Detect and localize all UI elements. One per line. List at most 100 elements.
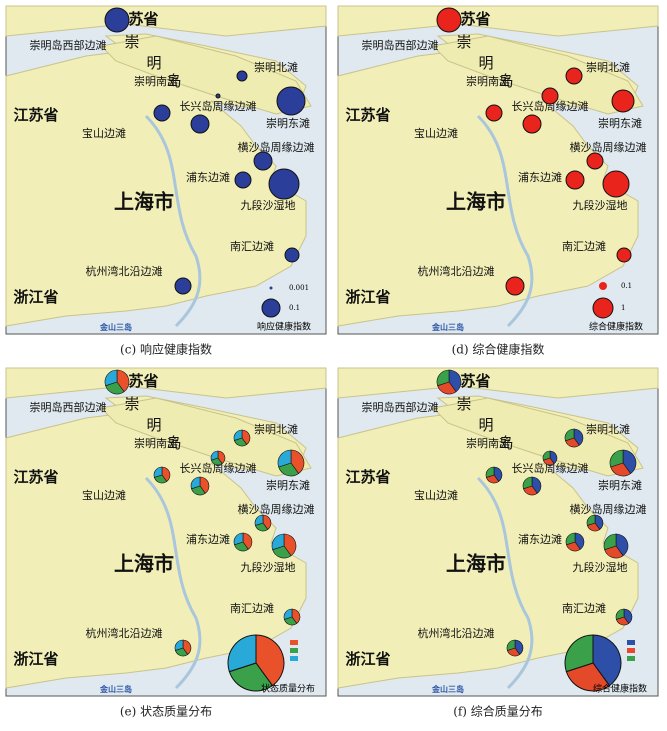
marker: [284, 247, 300, 263]
place-label: 九段沙湿地: [573, 198, 628, 212]
place-label: 崇明北滩: [586, 60, 630, 74]
place-label: 江苏省: [13, 468, 58, 486]
pie-slice: [278, 462, 300, 477]
marker: [586, 152, 604, 170]
legend-swatch: [290, 656, 298, 661]
legend-swatch: [290, 640, 298, 645]
land-north: [337, 5, 659, 37]
place-label: 浙江省: [13, 650, 58, 668]
place-label: 浙江省: [345, 288, 390, 306]
land: [5, 33, 307, 327]
place-label: 上海市: [114, 190, 174, 214]
place-label: 崇明南滩: [134, 74, 178, 88]
pie-slice: [542, 450, 551, 461]
place-label: 岛: [498, 72, 513, 90]
pie-slice: [564, 428, 575, 442]
legend-item: 1: [621, 304, 625, 312]
legend-swatch: [290, 648, 298, 653]
place-label: 明: [478, 416, 493, 434]
marker: [522, 114, 542, 134]
land: [337, 395, 639, 689]
pie-slice: [448, 369, 462, 393]
place-label: 浙江省: [345, 650, 390, 668]
pie-slice: [623, 608, 633, 624]
place-label: 杭州湾北沿边滩: [86, 626, 163, 640]
pie-slice: [573, 428, 584, 446]
marker: [153, 104, 171, 122]
marker: [268, 168, 300, 200]
legend-swatch: [627, 648, 635, 653]
pie-slice: [522, 476, 533, 490]
place-label: 南汇边滩: [562, 239, 606, 253]
place-label: 南汇边滩: [230, 239, 274, 253]
place-label: 崇明岛西部边滩: [362, 400, 439, 414]
pie-slice: [506, 639, 516, 651]
marker: [541, 87, 559, 105]
pie-slice: [271, 533, 285, 551]
place-label: 岛: [166, 434, 181, 452]
pie-slice: [199, 476, 210, 494]
pie-slice: [290, 449, 305, 474]
place-label: 长兴岛周缘边滩: [512, 461, 589, 475]
marker: [104, 7, 130, 33]
place-label: 横沙岛周缘边滩: [238, 502, 315, 516]
marker: [174, 277, 192, 295]
land: [337, 33, 639, 327]
pie-slice: [153, 466, 163, 478]
pie-slice: [615, 533, 629, 557]
pie-slice: [174, 639, 184, 651]
river: [144, 114, 202, 328]
place-label: 南汇边滩: [230, 601, 274, 615]
place-label: 杭州湾北沿边滩: [418, 626, 495, 640]
place-label: 崇: [124, 33, 139, 51]
caption: (d) 综合健康指数: [452, 342, 545, 357]
place-label: 崇明东滩: [266, 116, 310, 130]
legend-symbol: [269, 286, 273, 290]
place-label: 明: [146, 416, 161, 434]
marker: [616, 247, 632, 263]
marker: [276, 86, 306, 116]
pie-slice: [182, 639, 192, 655]
legend-title: 状态质量分布: [261, 683, 315, 695]
marker: [436, 7, 462, 33]
place-label: 上海市: [446, 552, 506, 576]
place-label: 岛: [498, 434, 513, 452]
pie-slice: [493, 466, 503, 482]
place-label: 宝山边滩: [82, 126, 126, 140]
place-label: 上海市: [446, 190, 506, 214]
legend-swatch: [627, 656, 635, 661]
place-label: 浦东边滩: [186, 170, 230, 184]
pie-slice: [514, 639, 524, 655]
place-label: 江苏省: [13, 106, 58, 124]
place-label: 崇明南滩: [134, 436, 178, 450]
marker: [253, 151, 273, 171]
pie-slice: [283, 533, 297, 557]
pie-slice: [565, 532, 576, 546]
legend-pie: [255, 634, 285, 687]
land-north: [337, 367, 659, 399]
place-label: 崇明北滩: [586, 422, 630, 436]
place-label: 崇明南滩: [466, 436, 510, 450]
marker: [565, 170, 585, 190]
place-label: 崇明北滩: [254, 60, 298, 74]
place-label: 长兴岛周缘边滩: [512, 99, 589, 113]
place-label: 崇明东滩: [598, 116, 642, 130]
pie-slice: [485, 466, 495, 478]
legend-item: 0.001: [289, 284, 309, 292]
pie-slice: [190, 476, 201, 490]
pie-slice: [233, 532, 244, 546]
legend-item: 0.1: [289, 304, 300, 312]
place-label: 金山三岛: [99, 322, 132, 332]
place-label: 崇明东滩: [266, 478, 310, 492]
place-label: 江苏省: [345, 106, 390, 124]
legend-pie: [564, 634, 594, 673]
pie-slice: [262, 514, 272, 530]
pie-slice: [104, 369, 118, 387]
marker: [234, 171, 252, 189]
place-label: 宝山边滩: [82, 488, 126, 502]
place-label: 金山三岛: [431, 322, 464, 332]
